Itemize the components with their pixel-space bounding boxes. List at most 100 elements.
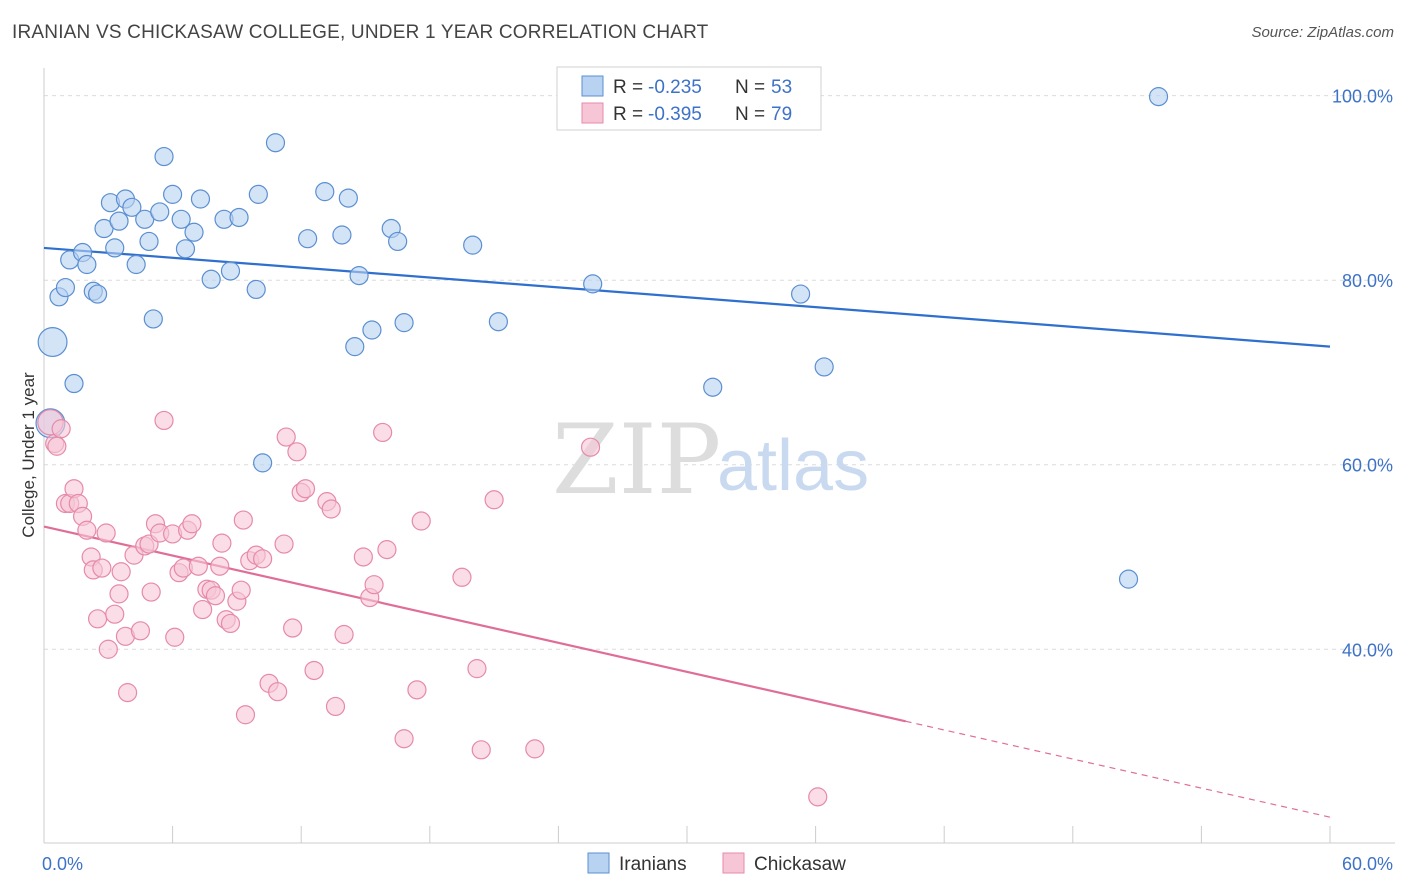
point-chickasaw-17 (109, 584, 129, 604)
point-chickasaw-18 (111, 562, 131, 582)
bottom-legend-iranians: Iranians (619, 854, 687, 875)
point-iranians-25 (190, 189, 211, 209)
point-chickasaw-46 (233, 510, 253, 530)
point-chickasaw-14 (96, 523, 116, 543)
point-iranians-22 (171, 209, 191, 229)
point-chickasaw-66 (364, 575, 384, 595)
point-iranians-21 (163, 184, 183, 204)
point-iranians-49 (814, 357, 834, 377)
point-iranians-46 (583, 274, 603, 294)
point-chickasaw-41 (212, 533, 232, 553)
watermark-zip: ZIP (552, 404, 721, 516)
point-chickasaw-62 (325, 696, 346, 717)
point-chickasaw-59 (304, 660, 324, 681)
point-chickasaw-22 (130, 621, 151, 641)
legend-r-label-1: R = (613, 77, 643, 98)
point-chickasaw-15 (98, 639, 118, 659)
point-iranians-47 (703, 377, 723, 397)
point-chickasaw-34 (182, 514, 202, 534)
legend-n-label-2: N = (735, 104, 765, 125)
legend-swatch-chickasaw (581, 102, 604, 124)
x-tick-label-60: 60.0% (1342, 854, 1393, 874)
legend-n-value-1: 53 (771, 77, 792, 98)
point-iranians-8 (87, 284, 108, 304)
point-chickasaw-61 (321, 499, 341, 519)
point-chickasaw-54 (276, 427, 296, 447)
point-chickasaw-43 (220, 613, 241, 634)
trendline-chickasaw (43, 525, 906, 723)
point-chickasaw-71 (411, 511, 431, 531)
point-chickasaw-12 (87, 609, 108, 629)
point-chickasaw-13 (92, 558, 112, 578)
point-chickasaw-50 (253, 549, 273, 569)
point-iranians-20 (154, 146, 174, 167)
data-points (35, 87, 1169, 807)
point-iranians-2 (55, 277, 76, 298)
point-iranians-37 (338, 188, 358, 208)
legend-swatch-iranians (581, 75, 604, 97)
point-iranians-29 (229, 207, 249, 228)
point-chickasaw-73 (467, 659, 487, 679)
point-chickasaw-35 (188, 556, 208, 576)
point-iranians-34 (298, 229, 318, 249)
point-iranians-36 (332, 225, 352, 245)
point-iranians-43 (394, 313, 414, 333)
point-chickasaw-78 (808, 787, 828, 807)
y-tick-label-40: 40.0% (1342, 640, 1393, 660)
point-chickasaw-56 (287, 442, 307, 462)
point-iranians-14 (122, 197, 142, 217)
point-iranians-33 (265, 133, 286, 153)
legend-n-label-1: N = (735, 77, 765, 98)
legend-n-value-2: 79 (771, 104, 792, 125)
point-iranians-38 (345, 337, 365, 357)
chart-title: IRANIAN VS CHICKASAW COLLEGE, UNDER 1 YE… (12, 22, 709, 43)
trendline-dashed-chickasaw (905, 720, 1331, 818)
y-axis-label: College, Under 1 year (19, 372, 38, 538)
bottom-legend-chickasaw: Chickasaw (754, 854, 846, 875)
point-iranians-35 (315, 182, 335, 202)
point-iranians-23 (175, 239, 196, 259)
point-iranians-44 (463, 235, 483, 255)
point-chickasaw-36 (193, 599, 213, 620)
watermark-atlas: atlas (717, 426, 869, 506)
point-iranians-24 (184, 222, 204, 242)
point-iranians-19 (150, 202, 170, 222)
point-iranians-11 (105, 238, 125, 258)
point-iranians-12 (109, 211, 129, 231)
point-iranians-31 (248, 184, 268, 204)
point-chickasaw-16 (105, 604, 125, 624)
axes (43, 68, 1395, 844)
y-tick-label-80: 80.0% (1342, 271, 1393, 291)
point-chickasaw-2 (47, 436, 67, 456)
point-chickasaw-68 (377, 540, 397, 560)
point-chickasaw-58 (295, 479, 316, 499)
point-chickasaw-67 (373, 422, 393, 443)
point-iranians-48 (790, 284, 811, 304)
bottom-legend: Iranians Chickasaw (587, 852, 846, 875)
point-chickasaw-75 (484, 490, 504, 510)
point-chickasaw-77 (580, 437, 601, 457)
chart-source: Source: ZipAtlas.com (1251, 24, 1394, 41)
trend-lines (43, 246, 1331, 818)
point-chickasaw-74 (471, 740, 491, 760)
point-chickasaw-53 (274, 534, 294, 554)
legend-r-value-1: -0.235 (648, 77, 702, 98)
legend: R = -0.235 N = 53 R = -0.395 N = 79 (556, 66, 822, 131)
point-chickasaw-30 (165, 627, 185, 647)
point-iranians-30 (246, 279, 266, 300)
point-chickasaw-72 (452, 567, 472, 587)
point-chickasaw-39 (205, 586, 226, 606)
y-tick-label-100: 100.0% (1332, 87, 1393, 107)
point-iranians-40 (362, 320, 382, 340)
point-iranians-26 (201, 269, 221, 289)
tick-labels: 40.0% 60.0% 80.0% 100.0% 0.0% 60.0% (42, 87, 1393, 874)
legend-r-label-2: R = (613, 104, 643, 125)
point-chickasaw-20 (117, 683, 138, 703)
point-iranians-17 (139, 231, 159, 252)
point-iranians-45 (488, 312, 508, 332)
point-chickasaw-69 (394, 729, 414, 749)
point-iranians-32 (253, 453, 273, 473)
x-tick-label-0: 0.0% (42, 854, 83, 874)
point-chickasaw-70 (407, 680, 427, 700)
